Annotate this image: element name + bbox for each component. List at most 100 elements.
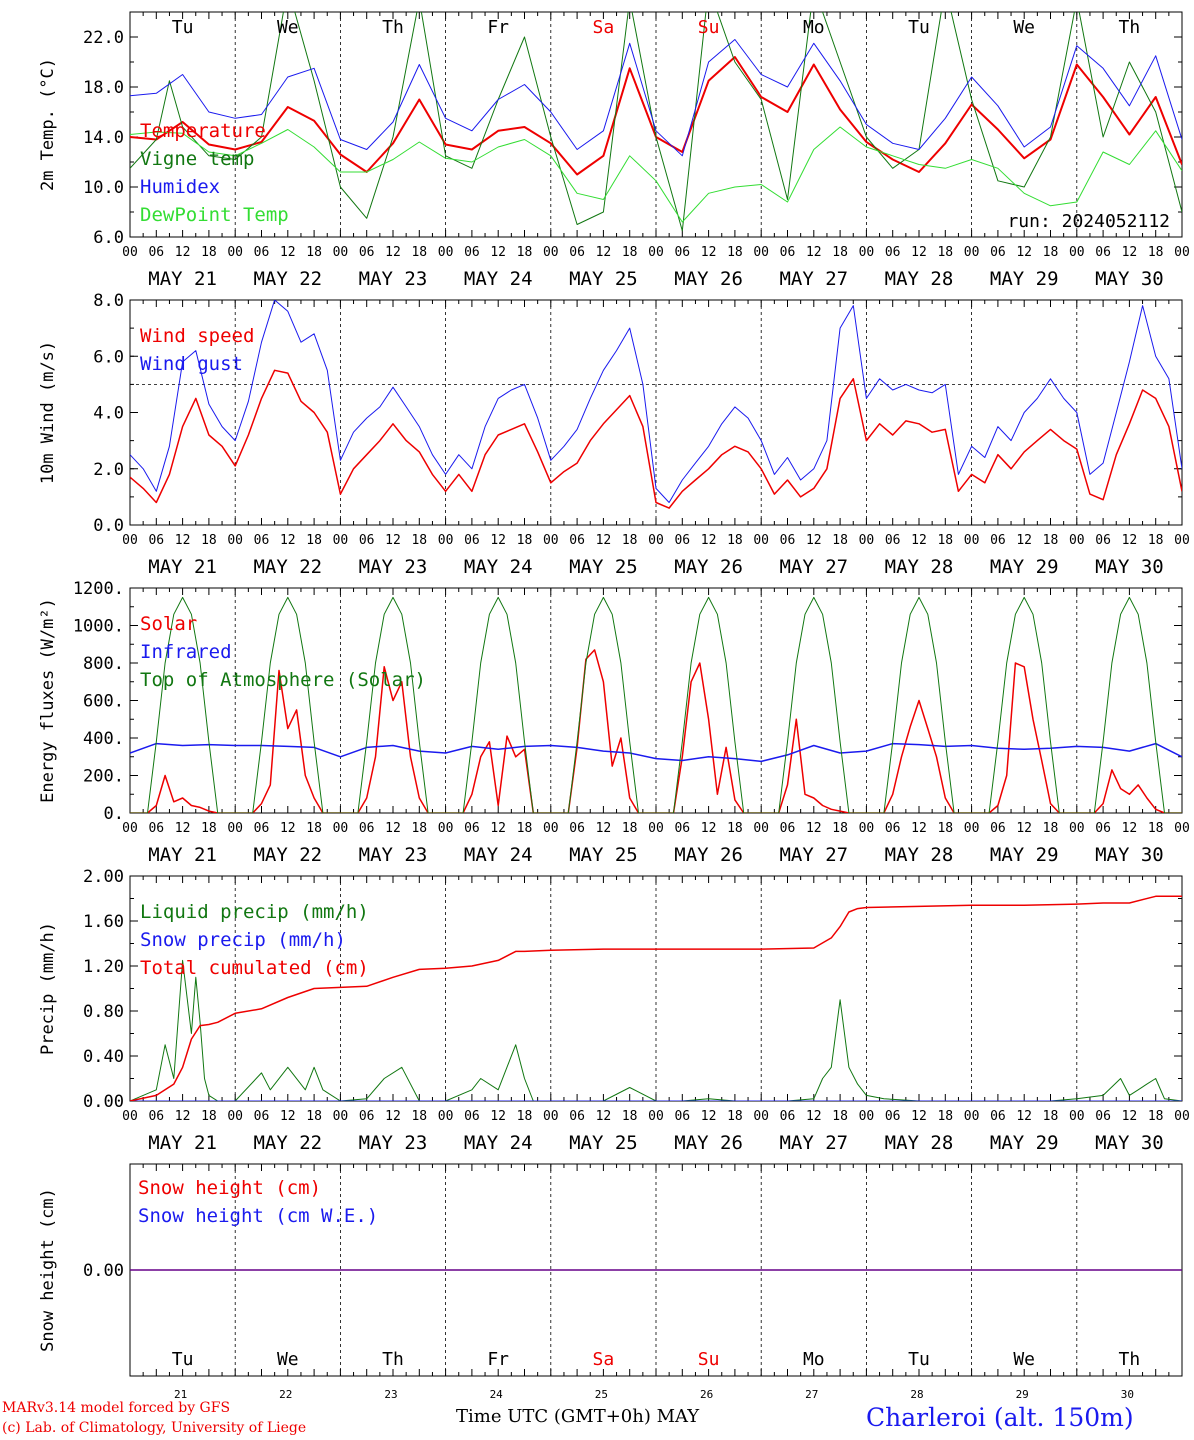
hour-tick-label: 18 [201,245,217,260]
hour-tick-label: 12 [911,245,927,260]
hour-tick-label: 00 [543,1109,559,1124]
weekday-label: Th [1119,17,1141,38]
hour-tick-label: 12 [280,533,296,548]
panel-2: 0.0 2.0 4.0 6.0 8.0 10m Wind (m/s) Wind speed W… [38,291,1190,578]
hour-tick-label: 18 [517,245,533,260]
hour-tick-label: 12 [280,245,296,260]
hour-tick-label: 12 [175,1109,191,1124]
hour-tick-label: 12 [490,821,506,836]
hour-tick-label: 00 [1174,821,1190,836]
hour-tick-label: 18 [937,1109,953,1124]
hour-tick-label: 12 [385,245,401,260]
date-label: MAY 29 [990,268,1059,290]
hour-tick-label: 12 [385,821,401,836]
y-tick-label: 8.0 [93,291,124,311]
hour-tick-label: 00 [438,1109,454,1124]
weekday-label: Th [382,1349,404,1370]
weekday-label: We [277,1349,299,1370]
hour-tick-label: 18 [411,533,427,548]
hour-tick-label: 18 [306,821,322,836]
hour-tick-label: 00 [859,533,875,548]
footer-location: Charleroi (alt. 150m) [866,1403,1134,1432]
hour-tick-label: 06 [254,821,270,836]
hour-tick-label: 06 [148,821,164,836]
hour-tick-label: 12 [175,533,191,548]
hour-tick-label: 00 [859,1109,875,1124]
series-group [130,300,1182,509]
hour-tick-label: 00 [1069,533,1085,548]
hour-tick-label: 06 [885,245,901,260]
y-tick-label: 6.0 [93,228,124,248]
hour-tick-label: 06 [464,533,480,548]
hour-tick-label: 18 [727,821,743,836]
hour-tick-label: 12 [490,1109,506,1124]
hour-tick-label: 18 [306,533,322,548]
date-label: MAY 26 [674,1132,743,1154]
y-tick-label: 1000. [73,617,124,637]
y-tick-label: 0.80 [83,1002,124,1022]
hour-tick-label: 00 [122,533,138,548]
footer-xaxis-label: Time UTC (GMT+0h) MAY [456,1406,700,1427]
hour-tick-label: 06 [254,1109,270,1124]
series-line-vigne-temp [130,12,1182,232]
hour-tick-label: 12 [1016,1109,1032,1124]
y-tick-label: 0.40 [83,1047,124,1067]
date-label: MAY 21 [148,1132,217,1154]
hour-tick-label: 12 [385,533,401,548]
y-tick-label: 0. [104,804,124,824]
y-tick-label: 200. [83,767,124,787]
hour-tick-label: 06 [990,245,1006,260]
hour-tick-label: 00 [859,821,875,836]
hour-tick-label: 00 [1174,245,1190,260]
hour-tick-label: 00 [333,245,349,260]
weekday-label: Tu [908,1349,930,1370]
hour-tick-label: 18 [201,821,217,836]
hour-tick-label: 12 [596,821,612,836]
hour-tick-label: 00 [543,245,559,260]
legend-entry: Top of Atmosphere (Solar) [140,669,426,691]
y-tick-label: 600. [83,692,124,712]
legend-entry: Infrared [140,641,232,663]
hour-tick-label: 12 [701,533,717,548]
hour-tick-label: 06 [359,245,375,260]
hour-tick-label: 00 [1069,1109,1085,1124]
hour-tick-label: 06 [674,821,690,836]
plot-frame [129,587,1183,814]
day-number-label: 23 [384,1388,397,1401]
date-label: MAY 29 [990,556,1059,578]
y-tick-label: 6.0 [93,347,124,367]
weekday-label: Tu [172,17,194,38]
date-label: MAY 25 [569,1132,638,1154]
hour-tick-label: 00 [227,1109,243,1124]
date-label: MAY 28 [885,556,954,578]
date-label: MAY 27 [779,1132,848,1154]
weekday-label: Th [382,17,404,38]
hour-tick-label: 12 [490,533,506,548]
hour-tick-label: 12 [806,533,822,548]
hour-tick-label: 18 [306,1109,322,1124]
date-label: MAY 27 [779,844,848,866]
y-tick-label: 10.0 [83,178,124,198]
hour-tick-label: 00 [648,245,664,260]
hour-tick-label: 06 [885,1109,901,1124]
hour-tick-label: 18 [727,533,743,548]
date-label: MAY 22 [253,268,322,290]
date-label: MAY 24 [464,556,533,578]
hour-tick-label: 00 [1069,245,1085,260]
legend-entry: Wind gust [140,353,243,375]
weekday-label: Mo [803,1349,825,1370]
hour-tick-label: 18 [727,1109,743,1124]
date-label: MAY 28 [885,1132,954,1154]
hour-tick-label: 18 [1148,533,1164,548]
hour-tick-label: 18 [622,1109,638,1124]
series-line-liquid-precip-mm-h- [130,959,1182,1101]
legend-entry: Wind speed [140,325,254,347]
hour-tick-label: 12 [1122,821,1138,836]
hour-tick-label: 18 [622,821,638,836]
hour-tick-label: 18 [306,245,322,260]
hour-tick-label: 00 [964,821,980,836]
hour-tick-label: 18 [622,245,638,260]
date-label: MAY 26 [674,844,743,866]
y-tick-label: 400. [83,729,124,749]
